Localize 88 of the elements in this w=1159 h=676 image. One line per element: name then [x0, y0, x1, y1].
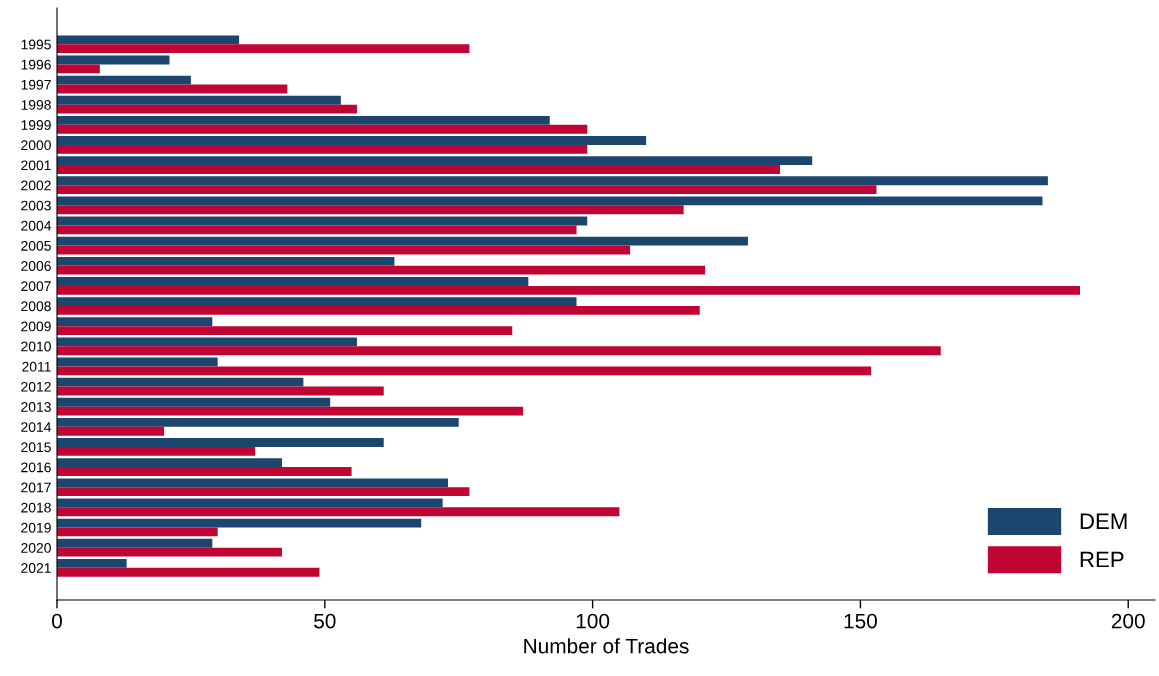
- bar: [57, 176, 1048, 186]
- bar: [57, 285, 1081, 295]
- bar: [57, 366, 872, 376]
- bar: [57, 386, 384, 396]
- bar: [57, 265, 706, 275]
- bar: [57, 317, 213, 327]
- bar: [57, 35, 240, 45]
- y-tick-label: 2018: [21, 502, 51, 513]
- bar: [57, 326, 513, 336]
- y-tick-label: 2008: [21, 301, 51, 312]
- y-tick-label: 2006: [21, 261, 51, 271]
- y-tick-label: 1995: [21, 39, 51, 50]
- y-tick-label: 2005: [21, 240, 51, 251]
- bar: [57, 165, 781, 174]
- bar: [57, 467, 352, 476]
- bar: [57, 438, 384, 447]
- y-tick-label: 2002: [21, 180, 51, 191]
- y-tick-label: 2003: [21, 200, 51, 211]
- y-tick-label: 1996: [21, 59, 51, 70]
- x-tick-label: 150: [844, 613, 877, 629]
- bar: [57, 185, 877, 195]
- bar: [57, 337, 357, 347]
- bar: [57, 487, 470, 497]
- bar: [57, 75, 191, 85]
- y-tick-label: 2013: [21, 402, 51, 412]
- x-tick-label: 100: [576, 613, 610, 629]
- bar: [57, 236, 748, 246]
- bar: [57, 156, 813, 166]
- y-tick-label: 1999: [21, 120, 51, 130]
- bar: [57, 406, 523, 416]
- bar: [57, 417, 459, 427]
- y-tick-label: 2010: [21, 341, 51, 352]
- bar: [57, 498, 443, 508]
- bar: [57, 538, 213, 548]
- y-tick-label: 2014: [21, 422, 52, 432]
- legend-label: REP: [1080, 551, 1124, 568]
- bar: [57, 64, 100, 74]
- bar: [57, 397, 331, 407]
- bar: [57, 377, 304, 387]
- bar: [57, 297, 577, 307]
- bar: [57, 357, 218, 367]
- bar: [57, 306, 700, 315]
- bar: [57, 446, 256, 456]
- y-tick-label: 2000: [21, 140, 51, 151]
- bar: [57, 95, 341, 105]
- bar: [57, 567, 320, 577]
- bar: [57, 558, 127, 568]
- bar: [57, 245, 631, 255]
- bar: [57, 547, 282, 557]
- bar: [57, 518, 422, 528]
- y-tick-label: 2009: [21, 321, 51, 332]
- y-tick-label: 2007: [21, 281, 51, 292]
- bar: [57, 144, 588, 154]
- bar: [57, 507, 620, 517]
- legend-label: DEM: [1080, 513, 1127, 529]
- bar: [57, 124, 588, 134]
- bar: [57, 216, 588, 226]
- y-tick-label: 2004: [21, 220, 52, 231]
- bar: [57, 256, 395, 266]
- bar: [57, 346, 941, 356]
- y-tick-label: 2021: [21, 563, 51, 573]
- bar: [57, 426, 165, 436]
- bar: [57, 478, 448, 488]
- bar: [57, 205, 684, 215]
- bar: [57, 277, 529, 286]
- bar: [57, 458, 282, 468]
- bar: [57, 527, 218, 537]
- y-tick-label: 1997: [21, 79, 51, 90]
- y-tick-label: 2016: [21, 462, 51, 473]
- y-tick-label: 2001: [21, 160, 51, 171]
- y-tick-label: 2017: [21, 482, 51, 493]
- bar: [57, 136, 647, 145]
- y-tick-label: 2015: [21, 442, 51, 453]
- x-tick-label: 50: [314, 613, 336, 629]
- y-tick-label: 2011: [22, 361, 51, 372]
- bar: [57, 44, 470, 54]
- y-tick-label: 2020: [21, 542, 51, 553]
- x-tick-label: 200: [1111, 613, 1145, 629]
- x-axis-title: Number of Trades: [524, 638, 689, 654]
- bar: [57, 196, 1043, 206]
- bar: [57, 115, 550, 125]
- bar: [57, 104, 357, 114]
- y-tick-label: 1998: [21, 99, 51, 110]
- y-tick-label: 2019: [21, 522, 51, 533]
- x-tick-label: 0: [52, 613, 62, 629]
- bar: [57, 84, 288, 94]
- bar: [57, 225, 577, 235]
- y-tick-label: 2012: [21, 381, 51, 392]
